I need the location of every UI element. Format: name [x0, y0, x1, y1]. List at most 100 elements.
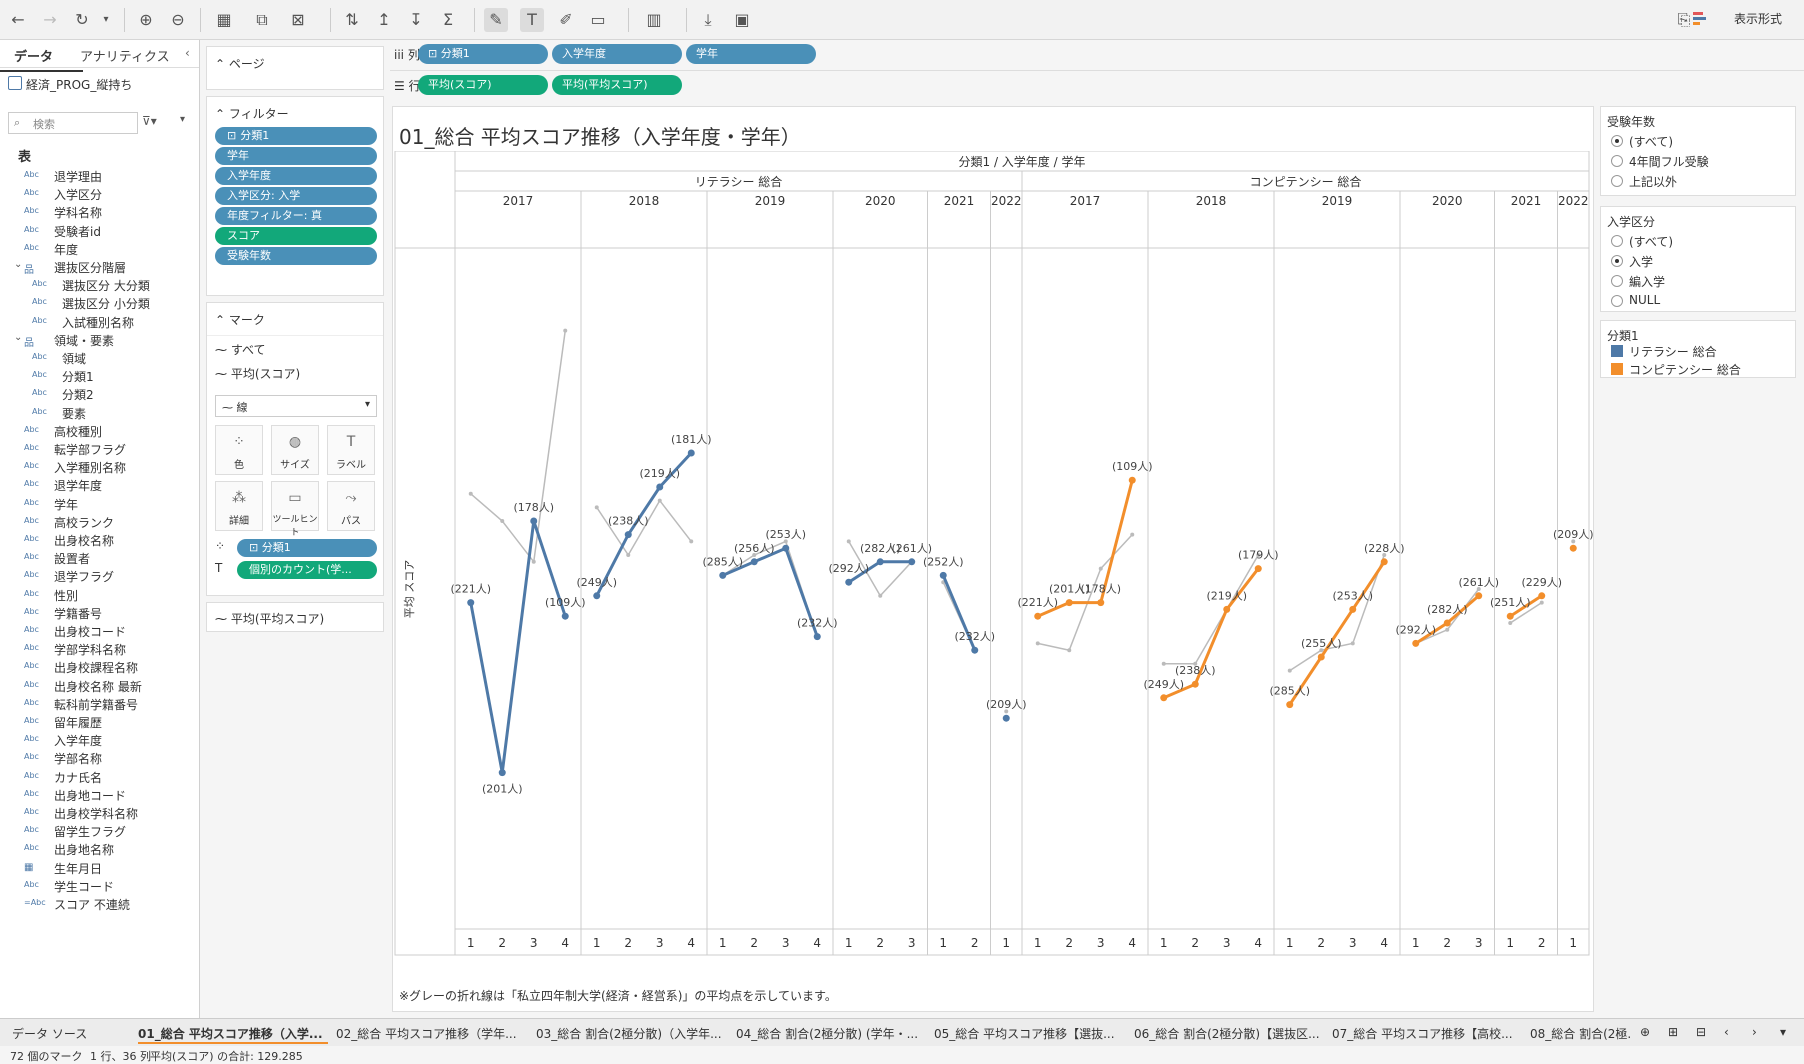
- tab-datasource[interactable]: データ ソース: [12, 1027, 88, 1041]
- sheet-tab[interactable]: 06_総合 割合(2極分散)【選抜区...: [1134, 1027, 1320, 1041]
- filter-fields-icon[interactable]: ⊽▾: [142, 114, 157, 128]
- share-icon[interactable]: ⎘: [1677, 10, 1691, 29]
- redo-dropdown-icon[interactable]: ▾: [103, 14, 109, 25]
- mark-type-select[interactable]: ⁓ 線 ▾: [215, 395, 377, 417]
- tooltip-button[interactable]: ▭ ツールヒント: [271, 481, 319, 538]
- data-point[interactable]: [939, 571, 947, 579]
- path-button[interactable]: ⤳ パス: [327, 481, 375, 531]
- sheet-tab[interactable]: 02_総合 平均スコア推移（学年...: [336, 1027, 517, 1041]
- sort-asc-icon[interactable]: ↥: [377, 10, 391, 29]
- rows-pill[interactable]: 平均(平均スコア): [552, 75, 682, 95]
- data-point[interactable]: [1286, 701, 1294, 709]
- series-line[interactable]: [1288, 560, 1386, 706]
- radio-icon[interactable]: [1611, 255, 1623, 267]
- marks-measure2-card[interactable]: ⁓ 平均(平均スコア): [206, 602, 384, 632]
- tab-analytics[interactable]: アナリティクス: [80, 50, 170, 65]
- mark-pill-color[interactable]: ⊡ 分類1: [237, 539, 377, 557]
- size-button[interactable]: ◍ サイズ: [271, 425, 319, 475]
- data-point[interactable]: [1317, 653, 1325, 661]
- data-point[interactable]: [687, 449, 695, 457]
- data-point[interactable]: [750, 558, 758, 566]
- data-point[interactable]: [624, 531, 632, 539]
- data-point[interactable]: [1349, 605, 1357, 613]
- data-point[interactable]: [467, 599, 475, 607]
- columns-pill[interactable]: 入学年度: [552, 44, 682, 64]
- marks-measure-score[interactable]: ⁓ 平均(スコア): [215, 367, 301, 381]
- data-point[interactable]: [593, 592, 601, 600]
- data-point[interactable]: [1475, 592, 1483, 600]
- highlight-icon[interactable]: ✎: [484, 8, 508, 32]
- new-story-icon[interactable]: ⊟: [1696, 1025, 1707, 1039]
- show-labels-icon[interactable]: T: [520, 8, 544, 32]
- filter-pill[interactable]: ⊡ 分類1: [215, 127, 377, 145]
- radio-icon[interactable]: [1611, 275, 1623, 287]
- label-button[interactable]: T ラベル: [327, 425, 375, 475]
- presentation-icon[interactable]: ▣: [734, 10, 750, 29]
- data-point[interactable]: [1160, 694, 1168, 702]
- sheet-tab[interactable]: 08_総合 割合(2極...: [1530, 1027, 1630, 1041]
- data-point[interactable]: [782, 544, 790, 552]
- detail-button[interactable]: ⁂ 詳細: [215, 481, 263, 531]
- filter-pill[interactable]: 入学区分: 入学: [215, 187, 377, 205]
- data-point[interactable]: [1443, 619, 1451, 627]
- sort-desc-icon[interactable]: ↧: [409, 10, 423, 29]
- filter-pill[interactable]: 年度フィルター: 真: [215, 207, 377, 225]
- filter-pill[interactable]: 受験年数: [215, 247, 377, 265]
- columns-pill[interactable]: ⊡ 分類1: [418, 44, 548, 64]
- show-me-icon[interactable]: [1692, 10, 1708, 26]
- sheet-tab[interactable]: 05_総合 平均スコア推移【選抜...: [934, 1027, 1115, 1041]
- filter-pill[interactable]: スコア: [215, 227, 377, 245]
- data-point[interactable]: [971, 646, 979, 654]
- scroll-right-icon[interactable]: ›: [1752, 1025, 1757, 1039]
- series-line[interactable]: [1509, 594, 1543, 618]
- tab-data[interactable]: データ: [0, 46, 84, 72]
- data-point[interactable]: [530, 517, 538, 525]
- columns-shelf[interactable]: iii 列 ⊡ 分類1 入学年度 学年: [390, 40, 1804, 68]
- data-point[interactable]: [1380, 558, 1388, 566]
- data-point[interactable]: [1538, 592, 1546, 600]
- data-point[interactable]: [1191, 680, 1199, 688]
- marks-all[interactable]: ⁓ すべて: [215, 343, 266, 357]
- swap-icon[interactable]: ⇅: [345, 10, 359, 29]
- color-button[interactable]: ⁘ 色: [215, 425, 263, 475]
- clear-sheet-icon[interactable]: ⊠: [291, 10, 305, 29]
- data-point[interactable]: [1569, 544, 1577, 552]
- datasource-pause-icon[interactable]: ⊖: [171, 10, 185, 29]
- data-point[interactable]: [1065, 599, 1073, 607]
- data-point[interactable]: [1223, 605, 1231, 613]
- radio-icon[interactable]: [1611, 295, 1623, 307]
- data-point[interactable]: [498, 769, 506, 777]
- expand-icon[interactable]: ⌄: [14, 259, 23, 270]
- data-point[interactable]: [813, 633, 821, 641]
- download-icon[interactable]: ⤓: [704, 10, 712, 29]
- new-datasource-icon[interactable]: ⊕: [139, 10, 153, 29]
- rows-shelf[interactable]: ☰ 行 平均(スコア) 平均(平均スコア): [390, 70, 1804, 98]
- series-line[interactable]: [1037, 479, 1134, 618]
- series-line[interactable]: [595, 451, 693, 597]
- series-line[interactable]: [722, 546, 819, 638]
- data-point[interactable]: [1002, 714, 1010, 722]
- data-point[interactable]: [908, 558, 916, 566]
- expand-icon[interactable]: ⌄: [14, 331, 23, 343]
- search-input[interactable]: ⌕ 検索: [8, 112, 138, 134]
- radio-icon[interactable]: [1611, 135, 1623, 147]
- back-icon[interactable]: ←: [11, 10, 25, 29]
- data-point[interactable]: [1128, 476, 1136, 484]
- data-point[interactable]: [1097, 599, 1105, 607]
- chart-type-icon[interactable]: ▥: [646, 10, 662, 29]
- data-point[interactable]: [1412, 639, 1420, 647]
- rows-pill[interactable]: 平均(スコア): [418, 75, 548, 95]
- data-point[interactable]: [1254, 565, 1262, 573]
- data-point[interactable]: [719, 571, 727, 579]
- new-dashboard-icon[interactable]: ⊞: [1668, 1025, 1679, 1039]
- series-line[interactable]: [941, 574, 977, 651]
- series-line[interactable]: [1163, 567, 1260, 700]
- filter-pill[interactable]: 入学年度: [215, 167, 377, 185]
- data-point[interactable]: [561, 612, 569, 620]
- data-point[interactable]: [656, 483, 664, 491]
- radio-icon[interactable]: [1611, 235, 1623, 247]
- redo-icon[interactable]: ↻: [75, 10, 89, 29]
- data-point[interactable]: [876, 558, 884, 566]
- sheet-tab[interactable]: 03_総合 割合(2極分散)（入学年...: [536, 1027, 722, 1041]
